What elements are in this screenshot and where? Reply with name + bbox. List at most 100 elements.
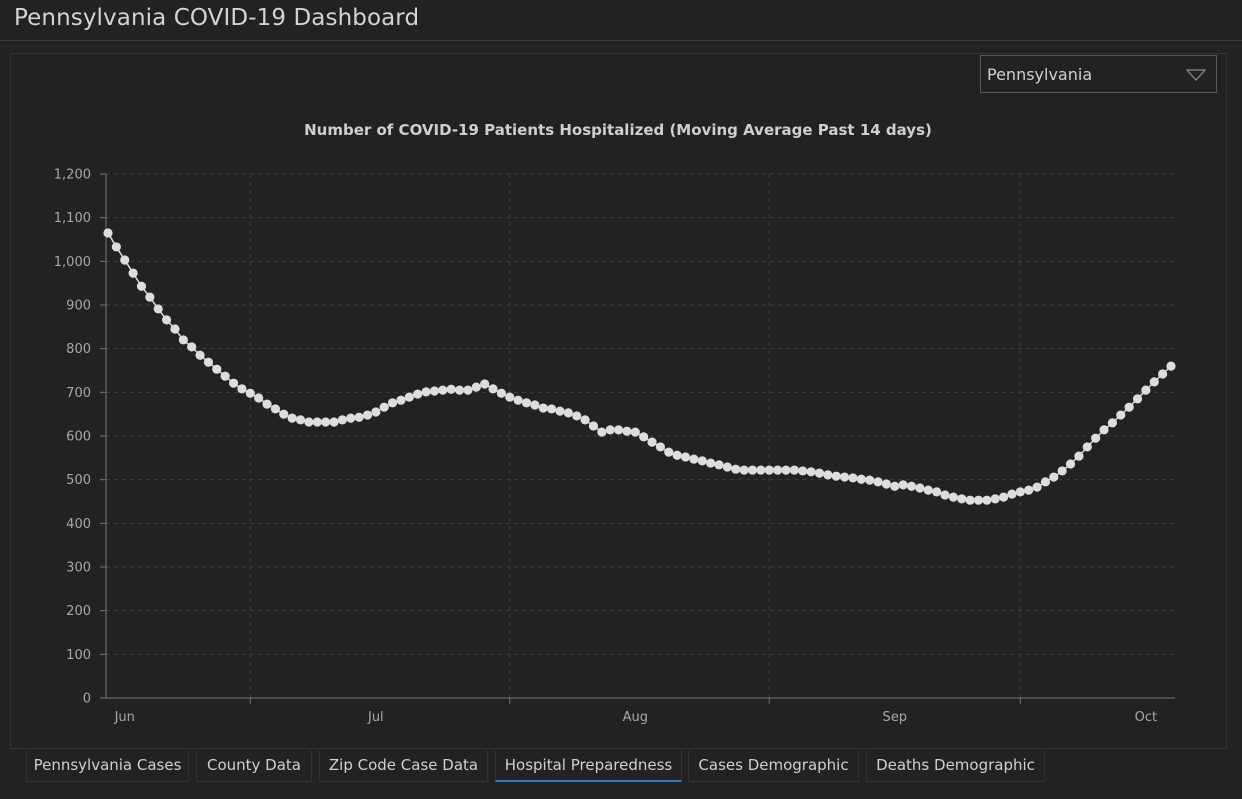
data-point: [747, 465, 758, 475]
data-point: [655, 442, 666, 452]
data-point: [195, 350, 205, 360]
data-point: [1149, 377, 1159, 387]
data-point: [940, 490, 950, 500]
data-point: [948, 492, 958, 502]
data-point: [957, 494, 967, 504]
data-point: [454, 385, 465, 395]
data-point: [890, 481, 900, 491]
tab-cases-demographic[interactable]: Cases Demographic: [688, 750, 859, 782]
data-point: [111, 242, 121, 252]
data-point: [1091, 433, 1101, 443]
data-point: [530, 400, 540, 410]
tab-pennsylvania-cases[interactable]: Pennsylvania Cases: [26, 750, 189, 782]
data-point: [1116, 410, 1126, 420]
data-point: [831, 471, 841, 481]
chevron-down-icon: [1186, 69, 1206, 81]
data-point: [321, 417, 331, 427]
data-point: [1049, 472, 1059, 482]
data-point: [664, 447, 674, 457]
data-point: [873, 477, 883, 487]
y-tick-label: 300: [66, 561, 91, 576]
data-point: [613, 425, 624, 435]
y-tick-label: 1,200: [54, 168, 91, 183]
data-point: [1158, 369, 1168, 379]
data-point: [731, 464, 741, 474]
data-point: [128, 268, 138, 278]
data-point: [262, 399, 272, 409]
data-point: [998, 492, 1009, 502]
data-point: [547, 404, 557, 414]
x-tick-label: Oct: [1135, 710, 1157, 725]
data-point: [312, 417, 322, 427]
data-point: [814, 468, 825, 478]
data-point: [254, 393, 264, 403]
data-point: [1099, 425, 1109, 435]
app-header: Pennsylvania COVID-19 Dashboard: [0, 0, 1242, 41]
data-point: [756, 465, 766, 475]
data-point: [354, 412, 364, 422]
y-tick-label: 400: [66, 517, 91, 532]
data-point: [170, 324, 180, 334]
data-point: [120, 255, 130, 265]
data-point: [839, 472, 850, 482]
tab-zip-code-case-data[interactable]: Zip Code Case Data: [319, 750, 488, 782]
data-point: [237, 384, 247, 394]
data-point: [228, 378, 239, 388]
y-tick-label: 1,000: [54, 255, 91, 270]
data-point: [672, 450, 682, 460]
data-point: [1040, 477, 1051, 487]
app-title: Pennsylvania COVID-19 Dashboard: [14, 5, 420, 31]
data-point: [396, 395, 406, 405]
chart-panel: [10, 53, 1227, 749]
data-point: [722, 462, 732, 472]
data-point: [680, 452, 691, 462]
tab-label: Deaths Demographic: [876, 756, 1035, 774]
data-point: [823, 470, 833, 480]
data-point: [1024, 485, 1034, 495]
tab-hospital-preparedness[interactable]: Hospital Preparedness: [495, 750, 682, 782]
data-point: [630, 427, 640, 437]
data-point: [906, 481, 917, 491]
tab-deaths-demographic[interactable]: Deaths Demographic: [866, 750, 1045, 782]
tab-county-data[interactable]: County Data: [196, 750, 312, 782]
data-point: [798, 466, 808, 476]
data-point: [538, 403, 548, 413]
data-point: [245, 388, 255, 398]
x-tick-label: Sep: [883, 710, 908, 725]
data-point: [965, 495, 975, 505]
data-point: [145, 292, 155, 302]
data-point: [1107, 418, 1117, 428]
data-point: [773, 465, 783, 475]
data-point: [270, 404, 280, 414]
tab-label: County Data: [206, 756, 301, 774]
x-tick-label: Jul: [367, 710, 384, 725]
data-point: [932, 487, 942, 497]
y-tick-label: 900: [66, 299, 91, 314]
data-point: [220, 371, 230, 381]
tab-label: Hospital Preparedness: [504, 756, 673, 774]
y-tick-label: 100: [66, 648, 91, 663]
y-tick-label: 800: [66, 342, 91, 357]
data-point: [848, 473, 858, 483]
y-tick-label: 700: [66, 386, 91, 401]
tab-label: Zip Code Case Data: [328, 756, 479, 774]
data-point: [136, 281, 147, 291]
data-point: [647, 437, 657, 447]
data-point: [362, 410, 373, 420]
data-point: [973, 495, 984, 505]
data-point: [764, 465, 774, 475]
data-point: [605, 425, 615, 435]
data-point: [806, 467, 816, 477]
region-select[interactable]: Pennsylvania: [980, 55, 1217, 93]
data-point: [697, 456, 707, 466]
data-point: [463, 385, 473, 395]
data-point: [513, 395, 523, 405]
data-point: [639, 432, 649, 442]
data-point: [446, 384, 456, 394]
y-tick-label: 1,100: [54, 211, 91, 226]
data-point: [304, 417, 314, 427]
data-point: [329, 417, 339, 427]
data-point: [438, 385, 448, 395]
data-point: [1007, 489, 1017, 499]
